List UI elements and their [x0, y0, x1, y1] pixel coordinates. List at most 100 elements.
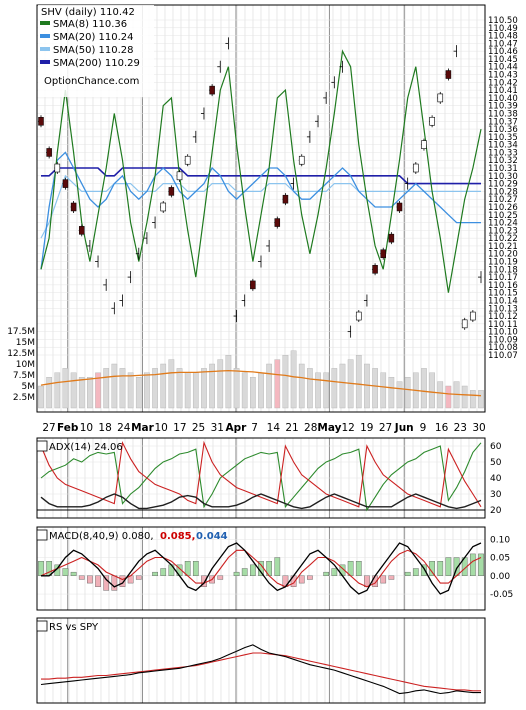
- price-tick-label: 110.49: [488, 24, 518, 34]
- price-tick-label: 110.34: [488, 141, 518, 151]
- price-legend: SHV (daily) 110.42 SMA(8) 110.36 SMA(20)…: [38, 5, 154, 97]
- x-tick-label: 17: [173, 422, 186, 434]
- macd-histogram-bar: [331, 568, 338, 576]
- price-tick-label: 110.08: [488, 343, 518, 353]
- macd-histogram-bar: [404, 571, 411, 577]
- volume-bar: [437, 381, 444, 409]
- macd-line: [41, 542, 482, 595]
- volume-bar: [282, 355, 289, 409]
- candle-body-down: [250, 280, 256, 290]
- price-tick-label: 110.17: [488, 273, 518, 283]
- macd-histogram-bar: [323, 571, 330, 577]
- macd-histogram-bar: [429, 561, 435, 577]
- price-tick-label: 110.18: [488, 265, 518, 275]
- volume-bar: [241, 372, 248, 409]
- volume-bar: [78, 377, 85, 409]
- price-tick-label: 110.10: [488, 328, 518, 338]
- candle-body-up: [437, 93, 444, 103]
- macd-signal-line: [40, 549, 482, 588]
- price-tick-label: 110.45: [488, 55, 518, 65]
- frame-layer: [36, 4, 486, 704]
- price-tick-label: 110.23: [488, 226, 518, 236]
- x-tick-label: Apr: [226, 422, 248, 434]
- sma8-line: [40, 49, 482, 293]
- macd-histogram-bar: [62, 568, 69, 576]
- volume-bar: [380, 372, 387, 409]
- legend-background: [38, 5, 154, 97]
- volume-bar: [54, 372, 61, 409]
- x-tick-label: 12: [341, 422, 354, 434]
- x-tick-label: 28: [304, 422, 317, 434]
- price-tick-label: 110.14: [488, 296, 518, 306]
- volume-bar: [290, 350, 297, 409]
- macd-histogram-bar: [78, 575, 85, 580]
- price-tick-label: 110.42: [488, 78, 518, 88]
- macd-histogram-bar: [87, 575, 93, 584]
- price-tick-label: 110.43: [488, 71, 518, 81]
- price-tick-label: 110.50: [488, 16, 518, 26]
- price-tick-label: 110.44: [488, 63, 518, 73]
- macd-tick-label: -0.05: [490, 590, 513, 600]
- price-tick-label: 110.47: [488, 39, 518, 49]
- macd-histogram-bar: [103, 575, 110, 591]
- adx-checkbox: [36, 440, 48, 452]
- x-tick-label: 30: [472, 422, 485, 434]
- x-tick-label: 25: [192, 422, 205, 434]
- volume-bar: [258, 372, 264, 409]
- adx-label: ADX(14) 24.06: [49, 442, 123, 453]
- candle-body-up: [421, 140, 427, 149]
- macd-layer: [38, 542, 484, 595]
- macd-label: MACD(8,40,9) 0.080,: [49, 531, 154, 542]
- price-tick-label: 110.37: [488, 117, 518, 127]
- price-tick-label: 110.19: [488, 258, 518, 268]
- adx-tick-label: 50: [490, 458, 502, 468]
- macd-value-3: 0.044: [196, 531, 228, 542]
- volume-bar: [209, 363, 215, 409]
- macd-tick-label: 0.00: [490, 572, 510, 582]
- price-tick-label: 110.38: [488, 109, 518, 119]
- price-tick-label: 110.15: [488, 289, 518, 299]
- volume-bar: [404, 377, 411, 409]
- volume-bar: [38, 385, 44, 409]
- volume-tick-label: 15M: [16, 338, 35, 348]
- price-tick-label: 110.22: [488, 234, 518, 244]
- volume-bar: [217, 359, 224, 409]
- rs-moving-average-line: [41, 652, 481, 692]
- price-tick-label: 110.26: [488, 203, 518, 213]
- volume-bar: [95, 372, 101, 409]
- candle-body-down: [168, 187, 175, 196]
- volume-bar: [160, 363, 167, 409]
- macd-histogram-bar: [152, 571, 158, 577]
- price-tick-label: 110.07: [488, 351, 518, 361]
- panel-frame: [36, 437, 486, 519]
- candle-body-down: [372, 265, 378, 274]
- price-tick-label: 110.12: [488, 312, 518, 322]
- macd-histogram-bar: [298, 575, 305, 584]
- price-tick-label: 110.31: [488, 164, 518, 174]
- legend-swatch-sma200: [40, 60, 50, 64]
- candle-body-down: [78, 226, 85, 235]
- volume-tick-label: 10M: [16, 360, 35, 370]
- volume-bar: [355, 355, 362, 409]
- volume-bar: [250, 377, 256, 409]
- volume-bar: [372, 368, 378, 409]
- price-tick-label: 110.35: [488, 133, 518, 143]
- candle-body-down: [38, 117, 44, 126]
- macd-histogram-bar: [274, 557, 281, 576]
- volume-bar: [429, 372, 435, 409]
- price-tick-label: 110.32: [488, 156, 518, 166]
- price-tick-label: 110.20: [488, 250, 518, 260]
- candle-body-up: [355, 311, 362, 321]
- legend-swatch-sma20: [40, 34, 50, 38]
- legend-title: SHV (daily) 110.42: [41, 7, 135, 18]
- price-tick-label: 110.25: [488, 211, 518, 221]
- adx-tick-label: 60: [490, 442, 502, 452]
- volume-bar: [307, 368, 313, 409]
- x-tick-label: 7: [251, 422, 258, 434]
- x-tick-label: 10: [154, 422, 167, 434]
- volume-bar: [421, 368, 427, 409]
- macd-histogram-bar: [70, 571, 77, 577]
- volume-average-line: [40, 369, 482, 397]
